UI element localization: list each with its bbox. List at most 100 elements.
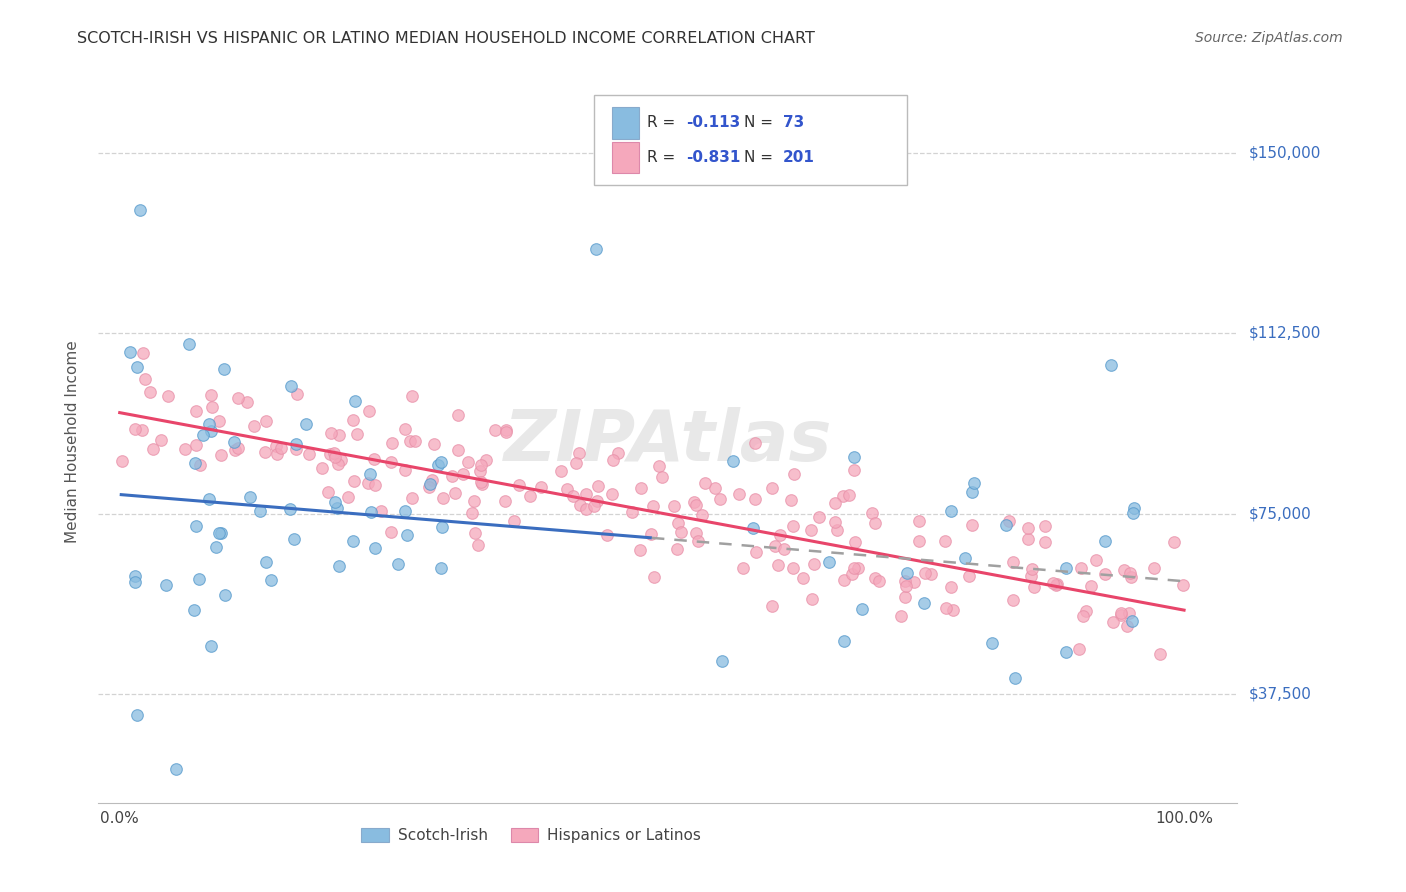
Point — [423, 436, 446, 450]
Point — [326, 457, 349, 471]
Point — [495, 425, 517, 440]
Point — [662, 499, 685, 513]
Point — [419, 477, 441, 491]
Point — [471, 477, 494, 491]
Point — [441, 469, 464, 483]
Point — [495, 423, 517, 437]
Point — [343, 394, 366, 409]
Point — [285, 387, 308, 401]
Point — [283, 533, 305, 547]
Text: $112,500: $112,500 — [1249, 326, 1320, 341]
Point — [588, 479, 610, 493]
Point — [942, 603, 965, 617]
Point — [596, 528, 619, 542]
Point — [264, 439, 287, 453]
Point — [561, 489, 583, 503]
Point — [134, 372, 156, 386]
Point — [957, 569, 980, 583]
Point — [995, 518, 1018, 533]
Point — [763, 539, 786, 553]
Point — [896, 566, 918, 580]
Point — [651, 470, 673, 484]
Point — [960, 485, 983, 500]
Point — [1080, 579, 1102, 593]
Point — [508, 478, 530, 492]
Point — [1094, 567, 1116, 582]
Point — [132, 346, 155, 360]
Point — [253, 445, 276, 459]
Point — [842, 462, 865, 476]
Point — [205, 540, 228, 554]
Point — [165, 762, 187, 776]
Point — [226, 392, 249, 406]
Point — [470, 458, 492, 473]
Point — [284, 442, 307, 457]
Point — [295, 417, 318, 431]
Point — [363, 541, 385, 556]
Point — [330, 453, 353, 467]
Point — [322, 446, 344, 460]
Point — [1033, 534, 1056, 549]
Point — [744, 492, 766, 507]
Point — [761, 482, 783, 496]
FancyBboxPatch shape — [612, 107, 640, 139]
Point — [224, 434, 246, 449]
Point — [323, 495, 346, 509]
Point — [709, 491, 731, 506]
Point — [188, 572, 211, 586]
Point — [266, 447, 288, 461]
FancyBboxPatch shape — [593, 95, 907, 185]
Point — [254, 555, 277, 569]
Point — [394, 463, 416, 477]
Point — [198, 417, 221, 431]
Point — [484, 423, 506, 437]
Text: -0.113: -0.113 — [686, 115, 741, 130]
Point — [316, 485, 339, 500]
Point — [1149, 647, 1171, 661]
Point — [124, 575, 146, 590]
Point — [468, 464, 491, 478]
Point — [208, 525, 231, 540]
Point — [394, 504, 416, 518]
Point — [418, 479, 440, 493]
Point — [142, 442, 165, 457]
Point — [894, 579, 917, 593]
Point — [621, 505, 644, 519]
Point — [420, 473, 443, 487]
Point — [894, 574, 917, 588]
Point — [980, 636, 1002, 650]
Point — [692, 508, 714, 523]
Point — [228, 441, 250, 455]
Point — [1121, 570, 1143, 584]
Point — [824, 516, 846, 530]
Point — [782, 561, 804, 575]
Point — [801, 591, 824, 606]
Text: $75,000: $75,000 — [1249, 507, 1312, 521]
Point — [285, 437, 308, 451]
Point — [824, 496, 846, 510]
Point — [212, 361, 235, 376]
Point — [457, 455, 479, 469]
Point — [125, 360, 148, 375]
Point — [808, 510, 831, 524]
Point — [630, 543, 652, 558]
Point — [401, 491, 423, 505]
Point — [503, 514, 526, 528]
Text: -0.831: -0.831 — [686, 150, 741, 165]
Point — [1071, 608, 1094, 623]
Point — [1116, 618, 1139, 632]
Point — [641, 499, 664, 513]
Point — [470, 475, 492, 489]
Point — [249, 504, 271, 518]
Point — [321, 426, 343, 441]
Point — [278, 501, 301, 516]
Point — [186, 519, 208, 533]
Point — [346, 427, 368, 442]
Point — [782, 519, 804, 533]
Point — [451, 467, 474, 482]
Point — [914, 566, 936, 581]
Point — [280, 378, 302, 392]
Point — [444, 486, 467, 500]
Text: N =: N = — [744, 150, 778, 165]
Point — [430, 561, 453, 575]
